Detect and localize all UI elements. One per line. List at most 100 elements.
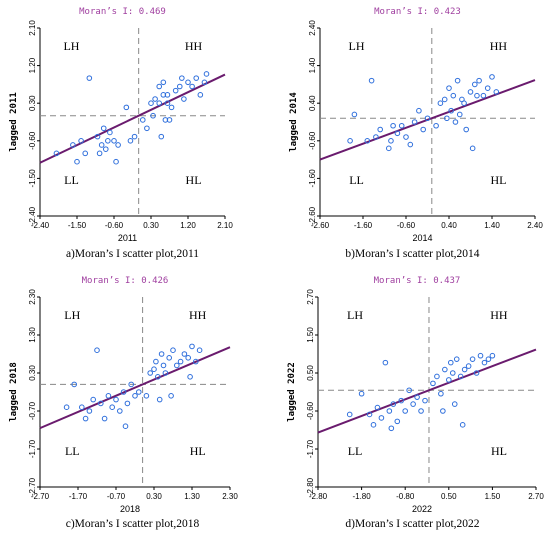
panel-3-data-point <box>193 358 199 365</box>
panel-2-y-axis-label: lagged 2014 <box>289 92 299 152</box>
panel-3-y-tick-label: -2.70 <box>28 477 37 496</box>
panel-1-data-point <box>176 83 183 90</box>
panel-4-data-point <box>410 401 416 407</box>
panel-4-data-point <box>394 418 401 425</box>
panel-1-quadrant-lh: LH <box>63 39 79 53</box>
panel-3-data-point <box>98 400 104 407</box>
panel-1-x-tick-label: -2.40 <box>31 221 50 230</box>
panel-4-data-point <box>465 363 472 369</box>
panel-1-data-point <box>74 158 80 165</box>
panel-3-data-point <box>143 393 150 399</box>
panel-2-y-tick-label: 1.40 <box>308 57 317 73</box>
panel-4-y-tick-label: 0.50 <box>306 365 315 381</box>
panel-4-x-tick-label: 1.50 <box>485 492 501 501</box>
panel-4-caption: d)Moran’s I scatter plot,2022 <box>345 518 480 530</box>
panel-2-data-point <box>407 141 414 148</box>
panel-2-data-point <box>433 122 439 129</box>
panel-1-data-point <box>96 150 103 157</box>
panel-1-data-point <box>139 117 146 123</box>
panel-4-y-tick-label: 2.70 <box>306 289 315 305</box>
panel-2-data-point <box>416 107 422 114</box>
panel-2-data-point <box>452 119 459 125</box>
panel-3-data-point <box>79 404 85 411</box>
panel-1-data-point <box>144 125 150 132</box>
panel-1-data-point <box>70 142 76 148</box>
panel-3-data-point <box>113 396 119 403</box>
panel-1-quadrant-hl: HL <box>186 173 202 187</box>
panel-2-data-point <box>489 74 495 80</box>
panel-2-data-point <box>469 145 476 152</box>
panel-4-x-tick-label: -2.80 <box>309 492 328 501</box>
panel-3-data-point <box>160 362 167 369</box>
panel-1-x-tick-label: 0.30 <box>143 221 159 230</box>
panel-3-data-point <box>86 408 93 414</box>
panel-1-data-point <box>111 138 117 144</box>
panel-3-y-tick-label: 1.30 <box>28 327 37 343</box>
panel-4-data-point <box>469 356 476 362</box>
panel-3-data-point <box>166 355 172 361</box>
panel-3-data-point <box>101 415 108 422</box>
panel-1-data-point <box>156 83 163 90</box>
panel-1-data-point <box>193 75 200 81</box>
panel-3-data-point <box>151 366 157 373</box>
panel-1-data-point <box>107 129 113 136</box>
panel-4-data-point <box>346 411 353 418</box>
panel-3-moran-title: Moran’s I: 0.426 <box>82 276 169 286</box>
panel-4-data-point <box>358 390 365 397</box>
panel-2-x-axis-label: 2014 <box>412 233 432 243</box>
panel-3-data-point <box>132 393 138 399</box>
panel-1-data-point <box>131 133 138 140</box>
panel-2-quadrant-hh: HH <box>490 39 508 53</box>
panel-1-data-point <box>158 133 165 140</box>
panel-4-y-tick-label: -1.70 <box>306 439 315 458</box>
panel-3-data-point <box>196 347 203 354</box>
panel-2-data-point <box>394 130 401 137</box>
panel-4-x-tick-label: 0.50 <box>441 492 457 501</box>
panel-4-y-tick-label: 1.50 <box>306 327 315 343</box>
panel-3-data-point <box>124 400 131 407</box>
panel-3-data-point <box>187 374 193 380</box>
panel-4-data-point <box>382 359 389 366</box>
panel-3-y-axis-label: lagged 2018 <box>9 362 19 422</box>
panel-4-y-tick-label: -0.60 <box>306 401 315 420</box>
panel-2-data-point <box>364 138 371 144</box>
panel-3-quadrant-lh: LH <box>64 308 80 322</box>
panel-2-data-point <box>390 122 396 129</box>
panel-3-data-point <box>63 404 70 411</box>
panel-2-x-tick-label: 2.40 <box>527 221 543 230</box>
panel-4-data-point <box>388 425 395 432</box>
panel-1-data-point <box>197 92 204 98</box>
panel-1-data-point <box>164 100 171 106</box>
panel-2-data-point <box>456 111 463 118</box>
panel-4-data-point <box>422 397 428 404</box>
panel-2-data-point <box>454 77 461 84</box>
panel-4-regression-line <box>317 348 537 434</box>
panel-3-data-point <box>153 358 159 365</box>
panel-1-data-point <box>98 142 105 148</box>
panel-2-y-tick-label: -0.60 <box>308 131 317 150</box>
panel-1-quadrant-ll: LL <box>64 173 79 187</box>
panel-2-quadrant-hl: HL <box>490 173 506 187</box>
panel-2-y-tick-label: -2.60 <box>308 206 317 225</box>
panel-2-y-tick-label: -1.60 <box>308 169 317 188</box>
panel-3-data-point <box>155 374 161 380</box>
panel-2-quadrant-ll: LL <box>349 173 364 187</box>
panel-3-y-tick-label: 2.30 <box>28 289 37 305</box>
panel-4-data-point <box>434 373 440 380</box>
panel-1-data-point <box>113 158 119 165</box>
panel-2-data-point <box>373 134 379 140</box>
panel-3-quadrant-hl: HL <box>190 444 206 458</box>
panel-1-data-point <box>53 150 60 157</box>
panel-4-data-point <box>447 359 454 366</box>
panel-1-y-axis-label: lagged 2011 <box>9 92 19 152</box>
panel-1-y-tick-label: 2.10 <box>28 20 37 36</box>
panel-4-data-point <box>366 411 373 418</box>
panel-1-data-point <box>82 150 89 157</box>
panel-4-data-point <box>449 370 456 376</box>
panel-4-x-tick-label: -1.80 <box>352 492 371 501</box>
panel-2-data-point <box>420 126 427 133</box>
panel-4-data-point <box>378 415 385 421</box>
panel-3-data-point <box>120 389 127 395</box>
panel-4-data-point <box>442 366 448 373</box>
panel-2-moran-title: Moran’s I: 0.423 <box>374 7 461 17</box>
